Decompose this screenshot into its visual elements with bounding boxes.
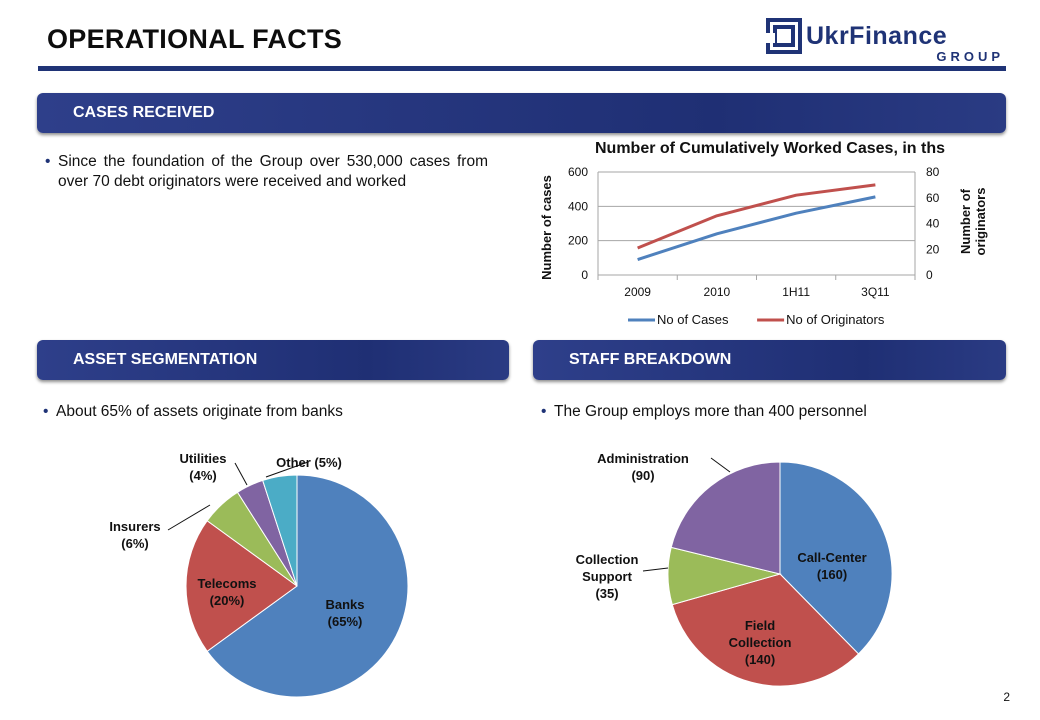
logo-subtitle: GROUP [936,49,1004,64]
staff-breakdown-heading: STAFF BREAKDOWN [569,351,732,368]
leader-line [234,462,248,486]
x-tick-label: 1H11 [782,285,810,299]
staff-breakdown-pie-chart: Call-Center (160) Field Collection (140) Coll… [576,451,893,687]
slice-label: Telecoms [197,576,256,591]
chart-title: Number of Cumulatively Worked Cases, in … [595,140,945,157]
slice-label: (160) [817,567,847,582]
slice-label: Collection [729,635,792,650]
slice-label: Utilities [180,451,227,466]
legend-label: No of Cases [657,312,729,327]
y-tick-label: 600 [568,165,588,179]
staff-bullet-text: The Group employs more than 400 personne… [554,403,867,420]
slice-label: Banks [325,597,364,612]
cases-bullet-text: Since the foundation of the Group over 5… [58,153,488,190]
pie-slice [779,461,893,655]
y2-axis-label: originators [973,188,988,256]
slice-label: (4%) [189,468,216,483]
series-line [637,195,876,261]
y-tick-label: 400 [568,199,588,213]
slice-label: Insurers [109,519,160,534]
asset-segmentation-banner: ASSET SEGMENTATION [37,340,509,380]
logo-mark-icon [766,18,802,54]
x-tick-label: 2009 [624,285,651,299]
page-title: OPERATIONAL FACTS [47,24,343,54]
slice-label: Administration [597,451,689,466]
y-tick-label: 200 [568,234,588,248]
asset-segmentation-pie-chart: Banks (65%) Telecoms (20%) Insurers (6%) Utili… [109,451,409,698]
slice-label: (6%) [121,536,148,551]
slice-label: (20%) [210,593,245,608]
slice-label: Call-Center [797,550,866,565]
slice-label: Field [745,618,775,633]
cases-bullet: • Since the foundation of the Group over… [45,152,488,192]
cases-line-chart: Number of Cumulatively Worked Cases, in … [539,140,988,327]
pie-slice [185,520,298,652]
y-axis-label: Number of cases [539,175,554,280]
y2-axis-label: Number of [958,188,973,254]
pie-slice [262,474,298,587]
bullet-dot-icon: • [45,153,51,170]
assets-bullet-text: About 65% of assets originate from banks [56,403,343,420]
pie-slice [206,474,409,698]
slice-label: Collection [576,552,639,567]
y2-tick-label: 20 [926,242,940,256]
leader-line [642,567,669,572]
logo-name: UkrFinance [806,22,948,50]
page-number: 2 [1003,690,1010,704]
leader-line [167,504,211,531]
slice-label: (140) [745,652,775,667]
y2-tick-label: 0 [926,268,933,282]
leader-line [265,461,309,478]
pie-slice [671,573,860,687]
asset-segmentation-heading: ASSET SEGMENTATION [73,351,258,368]
bullet-dot-icon: • [541,403,547,420]
x-tick-label: 3Q11 [861,285,890,299]
staff-bullet: • The Group employs more than 400 person… [541,402,994,422]
staff-breakdown-banner: STAFF BREAKDOWN [533,340,1006,380]
y2-tick-label: 40 [926,217,940,231]
legend-label: No of Originators [786,312,885,327]
leader-line [710,457,731,473]
slice-label: Support [582,569,632,584]
slice-label: Other (5%) [276,455,342,470]
x-tick-label: 2010 [704,285,731,299]
y2-tick-label: 80 [926,165,940,179]
slice-label: (90) [631,468,654,483]
assets-bullet: • About 65% of assets originate from ban… [43,402,496,422]
slice-label: (65%) [328,614,363,629]
cases-received-heading: CASES RECEIVED [73,104,215,121]
y-tick-label: 0 [581,268,588,282]
cases-received-banner: CASES RECEIVED [37,93,1006,133]
company-logo: UkrFinance GROUP [766,18,1008,64]
series-line [637,183,876,250]
bullet-dot-icon: • [43,403,49,420]
y2-tick-label: 60 [926,191,940,205]
pie-slice [670,461,781,575]
slice-label: (35) [595,586,618,601]
header-rule [38,66,1006,71]
